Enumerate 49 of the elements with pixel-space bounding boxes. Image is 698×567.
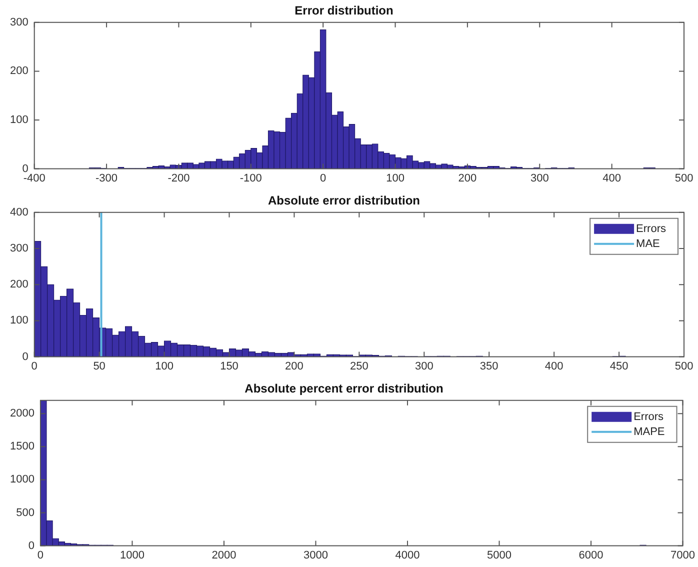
- y-tick-label: 100: [10, 114, 28, 126]
- x-tick-label: 450: [610, 360, 628, 372]
- x-tick-label: 150: [220, 360, 238, 372]
- x-tick-label: 300: [530, 172, 549, 184]
- y-tick-label: 300: [10, 242, 28, 255]
- y-tick-label: 0: [22, 350, 28, 363]
- x-tick-label: 300: [414, 360, 434, 372]
- legend-label: MAPE: [634, 426, 665, 438]
- x-tick-label: 6000: [578, 549, 604, 562]
- x-tick-label: 350: [480, 360, 498, 372]
- x-tick-label: 250: [350, 360, 368, 372]
- x-tick-label: 400: [544, 360, 564, 372]
- legend-label: Errors: [634, 410, 664, 423]
- y-tick-label: 200: [10, 278, 28, 291]
- x-tick-label: 100: [155, 360, 174, 372]
- y-tick-label: 1500: [10, 440, 34, 453]
- x-tick-label: 50: [93, 360, 106, 372]
- x-tick-label: -100: [240, 172, 262, 184]
- x-tick-label: 1000: [120, 549, 144, 562]
- y-tick-label: 200: [10, 65, 28, 78]
- x-tick-label: 3000: [303, 549, 328, 562]
- chart-title: Error distribution: [294, 4, 394, 18]
- chart-title: Absolute percent error distribution: [244, 382, 444, 396]
- legend-label: Errors: [636, 222, 666, 235]
- x-tick-label: 0: [320, 172, 326, 184]
- y-tick-label: 2000: [10, 408, 34, 420]
- x-tick-label: -400: [23, 172, 46, 184]
- x-tick-label: 4000: [395, 549, 420, 562]
- y-tick-label: 0: [22, 162, 28, 175]
- y-tick-label: 300: [10, 16, 28, 28]
- y-tick-label: 400: [10, 206, 28, 218]
- chart-title: Absolute error distribution: [268, 194, 420, 208]
- y-tick-label: 0: [28, 540, 34, 552]
- y-tick-label: 500: [16, 506, 34, 519]
- x-tick-label: 200: [285, 360, 304, 372]
- y-tick-label: 100: [10, 314, 28, 327]
- x-tick-label: 2000: [212, 549, 236, 562]
- x-tick-label: 0: [37, 549, 44, 562]
- x-tick-label: 400: [602, 172, 621, 184]
- x-tick-label: 100: [386, 172, 404, 184]
- x-tick-label: 200: [458, 172, 477, 184]
- y-tick-label: 1000: [10, 474, 34, 486]
- x-tick-label: -300: [96, 172, 118, 184]
- x-tick-label: 500: [674, 172, 694, 184]
- x-tick-label: 500: [674, 360, 694, 372]
- x-tick-label: 7000: [670, 549, 696, 562]
- legend-label: MAE: [636, 238, 660, 250]
- x-tick-label: -200: [168, 172, 190, 184]
- x-tick-label: 5000: [487, 549, 512, 562]
